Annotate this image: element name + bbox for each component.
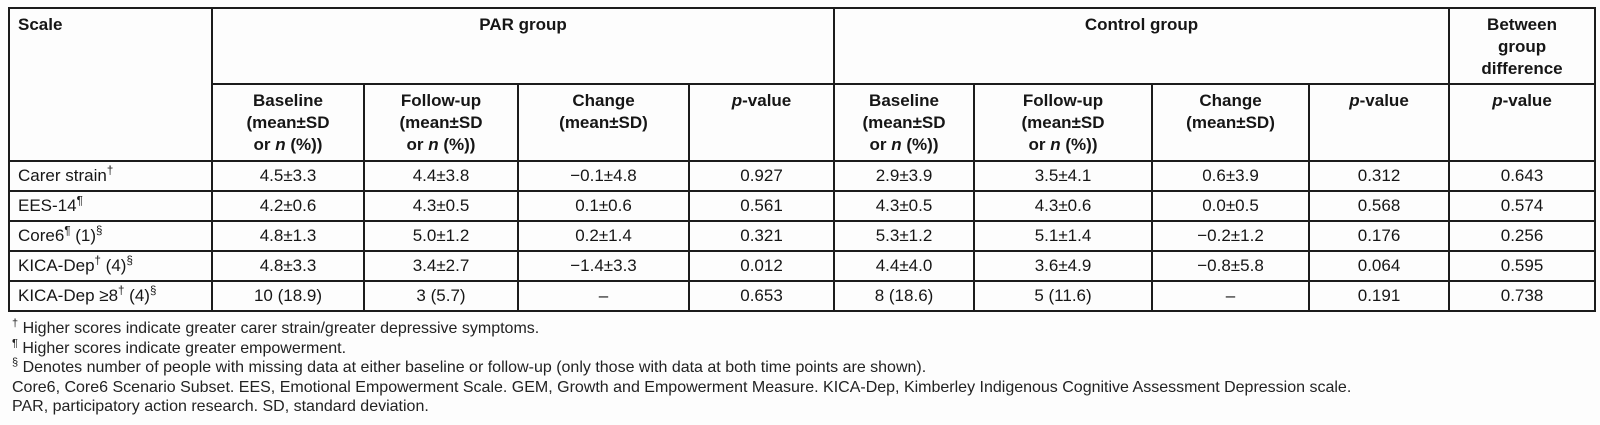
cell-par-pvalue: 0.653	[687, 280, 836, 312]
cell-par-change: –	[517, 280, 690, 312]
cell-par-baseline: 4.5±3.3	[211, 160, 365, 192]
cell-between-pvalue: 0.595	[1448, 250, 1597, 282]
col-header-par-group: PAR group	[210, 7, 836, 85]
cell-control-change: 0.6±3.9	[1151, 160, 1311, 192]
cell-between-pvalue: 0.738	[1448, 280, 1597, 312]
cell-control-baseline: 4.3±0.5	[833, 190, 976, 222]
cell-between-pvalue: 0.256	[1448, 220, 1597, 252]
cell-control-change: 0.0±0.5	[1151, 190, 1311, 222]
cell-control-followup: 4.3±0.6	[973, 190, 1154, 222]
cell-control-baseline: 5.3±1.2	[833, 220, 976, 252]
cell-par-pvalue: 0.321	[687, 220, 836, 252]
table-row-carer-strain: Carer strain† 4.5±3.3 4.4±3.8 −0.1±4.8 0…	[8, 160, 1597, 192]
cell-control-pvalue: 0.312	[1308, 160, 1451, 192]
cell-par-pvalue: 0.561	[687, 190, 836, 222]
row-label: KICA-Dep ≥8† (4)§	[8, 280, 213, 312]
col-header-par-pvalue: p-value	[687, 83, 836, 162]
col-header-between-pvalue: p-value	[1448, 83, 1597, 162]
cell-par-baseline: 4.8±1.3	[211, 220, 365, 252]
cell-par-followup: 4.4±3.8	[363, 160, 519, 192]
row-label: Core6¶ (1)§	[8, 220, 213, 252]
row-label: EES-14¶	[8, 190, 213, 222]
cell-control-baseline: 4.4±4.0	[833, 250, 976, 282]
cell-control-baseline: 2.9±3.9	[833, 160, 976, 192]
cell-par-followup: 3.4±2.7	[363, 250, 519, 282]
cell-control-change: −0.2±1.2	[1151, 220, 1311, 252]
footnote-section: § Denotes number of people with missing …	[12, 356, 927, 376]
col-header-par-baseline: Baseline (mean±SD or n (%))	[211, 83, 365, 162]
cell-par-followup: 3 (5.7)	[363, 280, 519, 312]
section-marker: §	[12, 356, 19, 369]
footnote-dagger: † Higher scores indicate greater carer s…	[12, 317, 540, 337]
cell-control-pvalue: 0.191	[1308, 280, 1451, 312]
col-header-par-followup: Follow-up (mean±SD or n (%))	[363, 83, 519, 162]
col-header-control-followup: Follow-up (mean±SD or n (%))	[973, 83, 1154, 162]
footnotes: † Higher scores indicate greater carer s…	[12, 317, 1582, 417]
cell-par-pvalue: 0.012	[687, 250, 836, 282]
table-row-kica-dep-ge8: KICA-Dep ≥8† (4)§ 10 (18.9) 3 (5.7) – 0.…	[8, 280, 1597, 312]
footnote-abbreviations-1: Core6, Core6 Scenario Subset. EES, Emoti…	[12, 378, 1352, 396]
footnote-abbreviations-2: PAR, participatory action research. SD, …	[12, 398, 429, 415]
cell-between-pvalue: 0.574	[1448, 190, 1597, 222]
cell-par-baseline: 4.8±3.3	[211, 250, 365, 282]
cell-control-pvalue: 0.176	[1308, 220, 1451, 252]
cell-par-baseline: 10 (18.9)	[211, 280, 365, 312]
row-label: Carer strain†	[8, 160, 213, 192]
table-row-core6: Core6¶ (1)§ 4.8±1.3 5.0±1.2 0.2±1.4 0.32…	[8, 220, 1597, 252]
cell-par-pvalue: 0.927	[687, 160, 836, 192]
col-header-between-group: Between group difference	[1448, 7, 1597, 85]
cell-par-followup: 5.0±1.2	[363, 220, 519, 252]
row-label: KICA-Dep† (4)§	[8, 250, 213, 282]
cell-par-change: −1.4±3.3	[517, 250, 690, 282]
col-header-control-change: Change (mean±SD)	[1151, 83, 1311, 162]
cell-control-followup: 3.5±4.1	[973, 160, 1154, 192]
group-header-row: Scale PAR group Control group Between gr…	[8, 7, 1597, 162]
cell-par-followup: 4.3±0.5	[363, 190, 519, 222]
cell-control-followup: 5.1±1.4	[973, 220, 1154, 252]
sub-header-row: Baseline (mean±SD or n (%)) Follow-up (m…	[9, 83, 1597, 162]
cell-control-change: −0.8±5.8	[1151, 250, 1311, 282]
col-header-control-baseline: Baseline (mean±SD or n (%))	[833, 83, 976, 162]
cell-control-baseline: 8 (18.6)	[833, 280, 976, 312]
table-row-ees14: EES-14¶ 4.2±0.6 4.3±0.5 0.1±0.6 0.561 4.…	[8, 190, 1597, 222]
cell-control-followup: 3.6±4.9	[973, 250, 1154, 282]
col-header-par-change: Change (mean±SD)	[517, 83, 690, 162]
cell-par-change: −0.1±4.8	[517, 160, 690, 192]
footnote-pilcrow: ¶ Higher scores indicate greater empower…	[12, 337, 347, 357]
cell-par-change: 0.1±0.6	[517, 190, 690, 222]
cell-between-pvalue: 0.643	[1448, 160, 1597, 192]
cell-control-pvalue: 0.064	[1308, 250, 1451, 282]
col-header-control-group: Control group	[833, 7, 1451, 85]
cell-par-change: 0.2±1.4	[517, 220, 690, 252]
pilcrow-marker: ¶	[12, 337, 18, 350]
cell-control-followup: 5 (11.6)	[973, 280, 1154, 312]
cell-control-pvalue: 0.568	[1308, 190, 1451, 222]
dagger-marker: †	[12, 317, 19, 330]
col-header-scale: Scale	[8, 7, 213, 162]
cell-par-baseline: 4.2±0.6	[211, 190, 365, 222]
table-row-kica-dep: KICA-Dep† (4)§ 4.8±3.3 3.4±2.7 −1.4±3.3 …	[8, 250, 1597, 282]
results-table: Scale PAR group Control group Between gr…	[8, 7, 1597, 312]
col-header-control-pvalue: p-value	[1308, 83, 1451, 162]
cell-control-change: –	[1151, 280, 1311, 312]
